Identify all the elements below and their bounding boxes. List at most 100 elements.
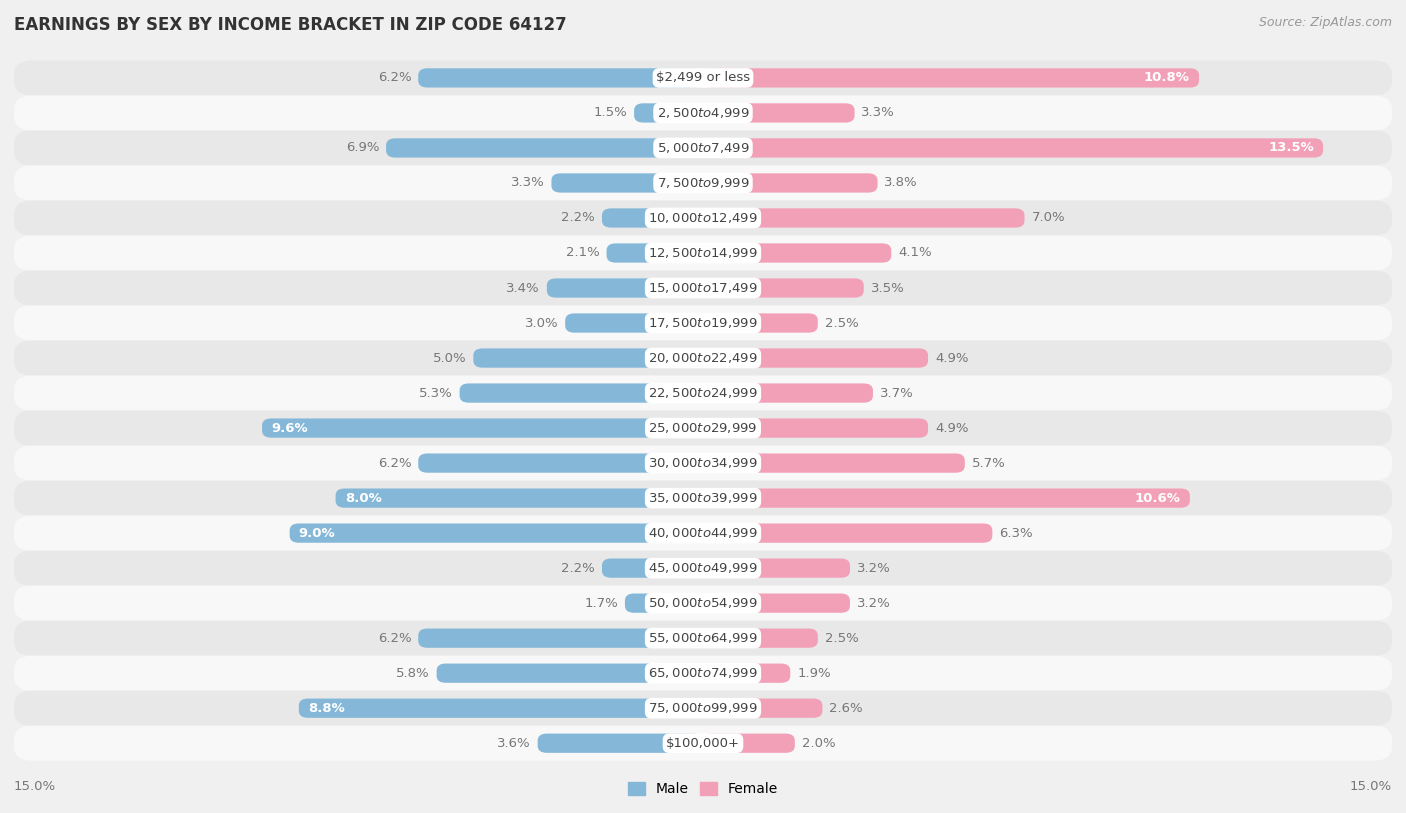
Text: 6.2%: 6.2% (378, 72, 412, 85)
FancyBboxPatch shape (14, 130, 1392, 166)
Text: 9.0%: 9.0% (299, 527, 336, 540)
FancyBboxPatch shape (14, 60, 1392, 95)
FancyBboxPatch shape (624, 593, 703, 613)
Text: $2,499 or less: $2,499 or less (657, 72, 749, 85)
FancyBboxPatch shape (14, 585, 1392, 620)
Text: $30,000 to $34,999: $30,000 to $34,999 (648, 456, 758, 470)
FancyBboxPatch shape (418, 68, 703, 88)
FancyBboxPatch shape (14, 306, 1392, 341)
Text: 5.0%: 5.0% (433, 351, 467, 364)
FancyBboxPatch shape (418, 628, 703, 648)
FancyBboxPatch shape (703, 559, 851, 578)
Text: 1.7%: 1.7% (585, 597, 619, 610)
FancyBboxPatch shape (290, 524, 703, 543)
Text: 1.5%: 1.5% (593, 107, 627, 120)
Text: 2.1%: 2.1% (565, 246, 599, 259)
Text: $75,000 to $99,999: $75,000 to $99,999 (648, 701, 758, 715)
Text: 3.0%: 3.0% (524, 316, 558, 329)
FancyBboxPatch shape (14, 655, 1392, 691)
FancyBboxPatch shape (14, 201, 1392, 236)
FancyBboxPatch shape (14, 550, 1392, 585)
Text: 3.6%: 3.6% (498, 737, 531, 750)
Text: $17,500 to $19,999: $17,500 to $19,999 (648, 316, 758, 330)
Text: Source: ZipAtlas.com: Source: ZipAtlas.com (1258, 16, 1392, 29)
Text: 8.0%: 8.0% (344, 492, 381, 505)
Text: 3.2%: 3.2% (856, 597, 890, 610)
FancyBboxPatch shape (703, 313, 818, 333)
Text: 3.2%: 3.2% (856, 562, 890, 575)
FancyBboxPatch shape (703, 384, 873, 402)
Text: $35,000 to $39,999: $35,000 to $39,999 (648, 491, 758, 505)
Text: 2.2%: 2.2% (561, 562, 595, 575)
Text: $22,500 to $24,999: $22,500 to $24,999 (648, 386, 758, 400)
FancyBboxPatch shape (299, 698, 703, 718)
Text: 6.3%: 6.3% (1000, 527, 1033, 540)
Text: 4.9%: 4.9% (935, 422, 969, 435)
Text: $15,000 to $17,499: $15,000 to $17,499 (648, 281, 758, 295)
Text: 6.2%: 6.2% (378, 632, 412, 645)
FancyBboxPatch shape (474, 349, 703, 367)
FancyBboxPatch shape (634, 103, 703, 123)
Text: 3.7%: 3.7% (880, 386, 914, 399)
Text: EARNINGS BY SEX BY INCOME BRACKET IN ZIP CODE 64127: EARNINGS BY SEX BY INCOME BRACKET IN ZIP… (14, 16, 567, 34)
FancyBboxPatch shape (14, 95, 1392, 130)
Text: $50,000 to $54,999: $50,000 to $54,999 (648, 596, 758, 610)
Text: 6.9%: 6.9% (346, 141, 380, 154)
FancyBboxPatch shape (262, 419, 703, 437)
Text: $2,500 to $4,999: $2,500 to $4,999 (657, 106, 749, 120)
Text: $45,000 to $49,999: $45,000 to $49,999 (648, 561, 758, 575)
FancyBboxPatch shape (14, 726, 1392, 761)
Text: 6.2%: 6.2% (378, 457, 412, 470)
Text: $5,000 to $7,499: $5,000 to $7,499 (657, 141, 749, 155)
FancyBboxPatch shape (602, 559, 703, 578)
Text: 3.3%: 3.3% (862, 107, 896, 120)
FancyBboxPatch shape (602, 208, 703, 228)
FancyBboxPatch shape (703, 454, 965, 472)
FancyBboxPatch shape (703, 733, 794, 753)
Text: 2.0%: 2.0% (801, 737, 835, 750)
FancyBboxPatch shape (703, 278, 863, 298)
FancyBboxPatch shape (565, 313, 703, 333)
Text: 5.8%: 5.8% (396, 667, 430, 680)
FancyBboxPatch shape (703, 103, 855, 123)
FancyBboxPatch shape (703, 489, 1189, 508)
Text: 15.0%: 15.0% (14, 780, 56, 793)
FancyBboxPatch shape (703, 173, 877, 193)
FancyBboxPatch shape (14, 691, 1392, 726)
FancyBboxPatch shape (703, 349, 928, 367)
FancyBboxPatch shape (547, 278, 703, 298)
Text: 3.4%: 3.4% (506, 281, 540, 294)
FancyBboxPatch shape (703, 208, 1025, 228)
Text: 1.9%: 1.9% (797, 667, 831, 680)
Text: 13.5%: 13.5% (1268, 141, 1313, 154)
Text: $25,000 to $29,999: $25,000 to $29,999 (648, 421, 758, 435)
Text: 2.5%: 2.5% (825, 632, 859, 645)
FancyBboxPatch shape (14, 411, 1392, 446)
Text: $65,000 to $74,999: $65,000 to $74,999 (648, 666, 758, 680)
Text: 10.6%: 10.6% (1135, 492, 1181, 505)
FancyBboxPatch shape (14, 376, 1392, 411)
FancyBboxPatch shape (606, 243, 703, 263)
Text: 4.1%: 4.1% (898, 246, 932, 259)
FancyBboxPatch shape (703, 138, 1323, 158)
FancyBboxPatch shape (418, 454, 703, 472)
Text: 3.8%: 3.8% (884, 176, 918, 189)
FancyBboxPatch shape (14, 271, 1392, 306)
FancyBboxPatch shape (703, 663, 790, 683)
FancyBboxPatch shape (14, 515, 1392, 550)
FancyBboxPatch shape (703, 698, 823, 718)
Text: 9.6%: 9.6% (271, 422, 308, 435)
FancyBboxPatch shape (14, 446, 1392, 480)
Text: $10,000 to $12,499: $10,000 to $12,499 (648, 211, 758, 225)
Text: 10.8%: 10.8% (1144, 72, 1189, 85)
Legend: Male, Female: Male, Female (628, 782, 778, 796)
Text: $12,500 to $14,999: $12,500 to $14,999 (648, 246, 758, 260)
Text: 2.5%: 2.5% (825, 316, 859, 329)
FancyBboxPatch shape (703, 68, 1199, 88)
Text: 5.7%: 5.7% (972, 457, 1005, 470)
FancyBboxPatch shape (437, 663, 703, 683)
Text: 7.0%: 7.0% (1032, 211, 1064, 224)
Text: $55,000 to $64,999: $55,000 to $64,999 (648, 631, 758, 646)
Text: 15.0%: 15.0% (1350, 780, 1392, 793)
FancyBboxPatch shape (703, 524, 993, 543)
